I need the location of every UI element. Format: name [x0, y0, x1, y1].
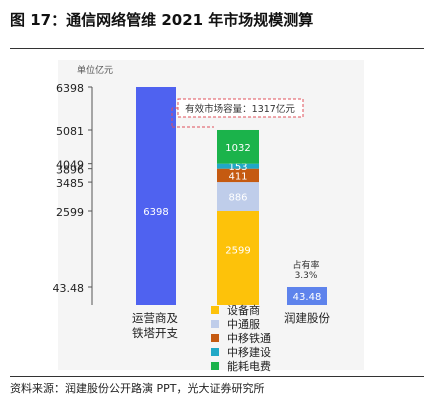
share-annotation: 占有率 3.3%	[292, 259, 319, 281]
y-tick-label: 43.48	[53, 282, 85, 295]
market-capacity-callout: 有效市场容量：1317亿元	[171, 98, 304, 128]
x-label: 运营商及	[132, 311, 178, 325]
unit-label: 单位亿元	[77, 64, 113, 76]
x-label: 铁塔开支	[132, 326, 178, 340]
legend-label: 设备商	[227, 303, 260, 317]
y-tick-label: 3896	[56, 164, 84, 177]
stack-segment	[217, 211, 259, 305]
segment-value-label: 1032	[225, 143, 250, 154]
y-tick-label: 6398	[56, 82, 84, 95]
legend-swatch	[211, 334, 219, 342]
stack-segment	[217, 163, 259, 169]
source-divider	[10, 376, 424, 377]
y-tick-label: 3485	[56, 177, 84, 190]
segment-value-label: 153	[228, 162, 247, 173]
legend-label: 中通服	[227, 318, 260, 331]
figure-title: 图 17：通信网络管维 2021 年市场规模测算	[10, 11, 314, 29]
stack-segment	[217, 182, 259, 211]
stack-segment	[217, 129, 259, 164]
legend-swatch	[211, 348, 219, 356]
legend-label: 中移铁通	[227, 332, 271, 345]
legend-label: 中移建设	[227, 345, 271, 359]
segment-value-label: 886	[228, 193, 247, 204]
stack-segment	[217, 168, 259, 183]
y-tick-label: 4049	[56, 159, 84, 172]
y-tick-label: 5081	[56, 125, 84, 138]
bar-runjian	[287, 287, 327, 305]
title-divider	[10, 48, 424, 49]
bar-operator-spend	[136, 87, 176, 305]
legend-swatch	[211, 362, 219, 370]
share-value: 3.3%	[295, 271, 318, 281]
legend-label: 能耗电费	[227, 359, 271, 373]
share-label: 占有率	[292, 259, 319, 271]
legend-swatch	[211, 320, 219, 328]
callout-text: 有效市场容量：1317亿元	[185, 103, 295, 115]
segment-value-label: 2599	[225, 246, 250, 257]
bar-value-label: 6398	[143, 207, 168, 218]
bar-value-label: 43.48	[293, 292, 322, 303]
legend-swatch	[211, 306, 219, 314]
source-note: 资料来源：润建股份公开路演 PPT，光大证券研究所	[10, 382, 265, 395]
segment-value-label: 411	[228, 171, 247, 182]
x-label: 润建股份	[284, 311, 330, 325]
y-tick-label: 2599	[56, 206, 84, 219]
